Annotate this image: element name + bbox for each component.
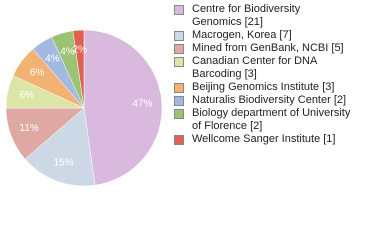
- legend-label: Centre for Biodiversity Genomics [21]: [192, 3, 301, 28]
- legend-label: Canadian Center for DNA Barcoding [3]: [192, 55, 317, 80]
- legend-item: Naturalis Biodiversity Center [2]: [172, 94, 352, 107]
- legend-item: Centre for Biodiversity Genomics [21]: [172, 3, 352, 29]
- slice-label: 6%: [20, 90, 35, 101]
- legend: Centre for Biodiversity Genomics [21] Mac…: [172, 3, 352, 146]
- legend-label: Wellcome Sanger Institute [1]: [192, 133, 336, 145]
- legend-label: Macrogen, Korea [7]: [192, 29, 292, 41]
- legend-item: Canadian Center for DNA Barcoding [3]: [172, 55, 352, 81]
- legend-swatch: [174, 57, 184, 67]
- pie-slice: [83, 29, 163, 186]
- legend-item: Beijing Genomics Institute [3]: [172, 81, 352, 94]
- slice-label: 15%: [54, 157, 74, 168]
- slice-label: 4%: [45, 53, 60, 64]
- legend-label: Mined from GenBank, NCBI [5]: [192, 42, 344, 54]
- pie-slice: [72, 29, 85, 109]
- pie-slice: [24, 107, 96, 187]
- slice-label: 6%: [30, 68, 45, 79]
- slice-label: 11%: [20, 123, 39, 134]
- legend-swatch: [174, 44, 184, 54]
- legend-label: Naturalis Biodiversity Center [2]: [192, 94, 347, 106]
- legend-swatch: [174, 109, 184, 119]
- legend-swatch: [174, 96, 184, 106]
- legend-label: Beijing Genomics Institute [3]: [192, 81, 335, 93]
- legend-swatch: [174, 83, 184, 93]
- slice-label: 47%: [132, 98, 152, 109]
- legend-swatch: [174, 31, 184, 41]
- slice-label: 2%: [73, 44, 88, 55]
- slice-label: 4%: [60, 47, 75, 58]
- legend-label: Biology department of University of Flor…: [192, 107, 351, 132]
- legend-item: Macrogen, Korea [7]: [172, 29, 352, 42]
- legend-swatch: [174, 5, 184, 15]
- legend-item: Biology department of University of Flor…: [172, 107, 352, 133]
- legend-item: Wellcome Sanger Institute [1]: [172, 133, 352, 146]
- legend-swatch: [174, 135, 184, 145]
- legend-item: Mined from GenBank, NCBI [5]: [172, 42, 352, 55]
